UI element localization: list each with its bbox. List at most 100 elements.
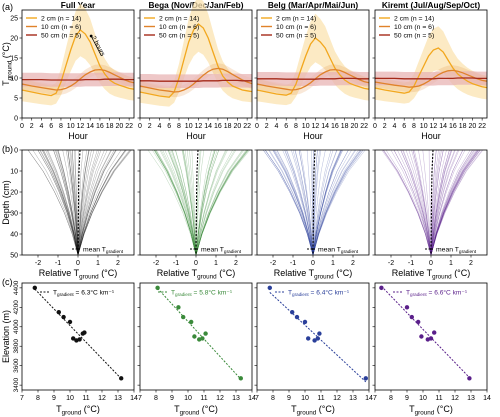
x-tick-label: 14 [130, 395, 138, 402]
x-tick-label: 12 [216, 395, 224, 402]
series-line-0 [374, 47, 488, 94]
profile-line [393, 149, 432, 256]
legend-label: 2 cm (n = 14) [394, 16, 434, 23]
profile-line [45, 149, 79, 256]
profile-line [430, 149, 478, 256]
x-tick-label: -2 [35, 260, 41, 267]
data-point [432, 330, 437, 335]
profile-line [430, 149, 456, 256]
legend-label: 50 cm (n = 5) [276, 33, 316, 40]
y-axis-label-c: Elevation (m) [1, 310, 11, 363]
x-tick-label: 0 [373, 123, 377, 130]
profile-line [182, 149, 197, 256]
data-point [379, 285, 384, 291]
profile-line [70, 149, 79, 256]
elevation-panel-3: 7 8 9 10 11 12 13 14 Tground (°C) Tgradient = 6.6… [372, 282, 491, 416]
x-tick-label: 2 [351, 260, 355, 267]
legend-label: 2 cm (n = 14) [276, 16, 316, 23]
profile-line [77, 149, 90, 256]
legend-label: 50 cm (n = 5) [159, 33, 199, 40]
profile-line [195, 149, 251, 256]
profile-line [160, 149, 197, 256]
x-tick-label: 4 [275, 123, 279, 130]
profile-line [312, 149, 349, 256]
profile-line [195, 149, 228, 256]
profile-line [195, 149, 218, 256]
x-tick-label: 16 [214, 123, 222, 130]
elevation-panel-1: 7 8 9 10 11 12 13 14 Tground (°C) Tgradient = 5.8… [137, 282, 256, 416]
axes-frame [139, 9, 253, 119]
x-tick-label: 14 [483, 395, 491, 402]
profile-line [57, 149, 79, 256]
profile-line [312, 149, 342, 256]
x-tick-label: -2 [270, 260, 276, 267]
axes-frame [256, 9, 370, 119]
y-tick-label: 10 [10, 169, 18, 176]
profile-line [55, 149, 79, 256]
profile-line [430, 149, 484, 256]
data-point [419, 334, 424, 339]
x-tick-label: 6 [284, 123, 288, 130]
x-tick-label: 1 [449, 260, 453, 267]
data-point [77, 337, 82, 342]
series-line-0 [21, 29, 135, 97]
profile-line [39, 149, 79, 256]
profile-line [195, 149, 244, 256]
x-tick-label: 12 [98, 395, 106, 402]
data-point [61, 314, 66, 320]
x-tick-label: 22 [478, 123, 486, 130]
x-tick-label: 12 [77, 123, 85, 130]
mean-profile-line [77, 149, 81, 256]
x-axis-label: Tground (°C) [291, 404, 335, 416]
annotation-arrow [90, 35, 102, 57]
x-tick-label: 14 [86, 123, 94, 130]
profile-line [430, 149, 474, 256]
profile-line [195, 149, 248, 256]
data-point [404, 305, 410, 310]
profile-line [430, 149, 464, 256]
legend-label: Tgradient = 5.8°C km⁻¹ [171, 289, 233, 298]
profile-line [77, 149, 98, 256]
mean-profile-line [195, 149, 199, 256]
hourly-panel-3: Kiremt (Jul/Aug/Sep/Oct)0 2 4 6 8 10 12 14 16 18 2… [372, 0, 488, 141]
x-tick-label: -2 [388, 260, 394, 267]
x-tick-label: 9 [170, 395, 174, 402]
x-tick-label: 0 [138, 123, 142, 130]
legend-label: 2 cm (n = 14) [159, 16, 199, 23]
profile-line [195, 149, 226, 256]
profile-line [53, 149, 79, 256]
x-tick-label: 7 [255, 395, 259, 402]
x-tick-label: 6 [49, 123, 53, 130]
profile-line [181, 149, 197, 256]
y-tick-label: 40 [10, 232, 18, 239]
data-point [317, 331, 322, 336]
profile-line [268, 149, 314, 256]
x-tick-label: 0 [76, 260, 80, 267]
data-point [32, 285, 37, 291]
series-line-0 [139, 23, 253, 98]
x-tick-label: 1 [96, 260, 100, 267]
profile-line [430, 149, 475, 256]
data-point [238, 376, 243, 381]
profile-line [77, 149, 122, 256]
legend-label: mean Tgradient [318, 247, 359, 256]
x-tick-label: 6 [167, 123, 171, 130]
x-tick-label: 10 [67, 123, 75, 130]
data-point [312, 338, 317, 343]
series-line-1 [374, 69, 488, 88]
profile-line [430, 149, 450, 256]
x-tick-label: 13 [232, 395, 240, 402]
panel-letter-c: (c) [2, 277, 13, 287]
profile-line [430, 149, 483, 256]
profile-line [182, 149, 197, 256]
x-tick-label: 20 [468, 123, 476, 130]
profile-line [282, 149, 314, 256]
profile-line [42, 149, 79, 256]
legend-label: mean Tgradient [83, 247, 124, 256]
profile-line [195, 149, 248, 256]
profile-line [422, 149, 432, 256]
profile-line [312, 149, 326, 256]
x-tick-label: 4 [393, 123, 397, 130]
profile-line [43, 149, 79, 256]
